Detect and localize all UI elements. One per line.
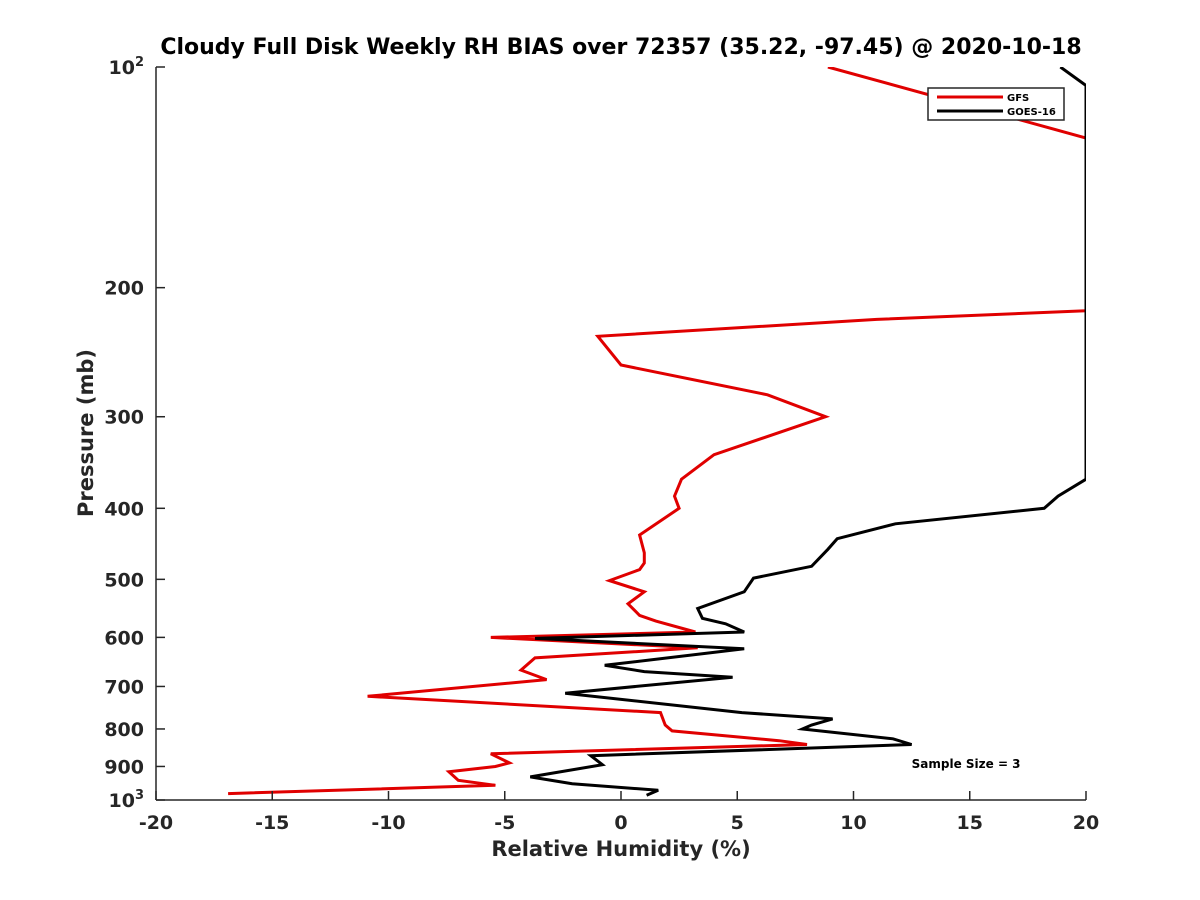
legend-label-gfs: GFS	[1007, 93, 1029, 104]
series-line-goes16	[530, 67, 1086, 797]
y-axis-label: Pressure (mb)	[74, 349, 98, 517]
x-tick-label: -10	[371, 812, 405, 834]
legend: GFS GOES-16	[927, 87, 1065, 121]
y-tick-label: 500	[104, 569, 144, 591]
x-tick-label: 10	[840, 812, 866, 834]
x-tick-label: 5	[731, 812, 744, 834]
series-group	[228, 67, 1086, 797]
y-tick-label: 800	[104, 719, 144, 741]
y-tick-label: 103	[109, 788, 145, 812]
y-tick-label: 600	[104, 627, 144, 649]
x-tick-label: -5	[494, 812, 515, 834]
y-tick-label: 102	[109, 55, 145, 79]
y-tick-label: 900	[104, 756, 144, 778]
legend-box	[927, 87, 1065, 121]
legend-label-goes16: GOES-16	[1007, 107, 1056, 118]
x-tick-label: 15	[957, 812, 983, 834]
y-ticks: 102 200 300 400 500 600 700 800 900 103	[104, 55, 165, 812]
x-axis-label: Relative Humidity (%)	[491, 837, 750, 861]
sample-size-annotation: Sample Size = 3	[912, 757, 1021, 771]
y-tick-label: 400	[104, 498, 144, 520]
x-tick-label: -15	[255, 812, 289, 834]
chart-title: Cloudy Full Disk Weekly RH BIAS over 723…	[160, 35, 1081, 60]
y-tick-label: 300	[104, 407, 144, 429]
y-tick-label: 200	[104, 278, 144, 300]
x-ticks: -20 -15 -10 -5 0 5 10 15 20	[139, 791, 1099, 834]
x-tick-label: 0	[614, 812, 627, 834]
x-tick-label: 20	[1073, 812, 1099, 834]
x-tick-label: -20	[139, 812, 173, 834]
y-tick-label: 700	[104, 676, 144, 698]
series-line-gfs	[228, 67, 1086, 796]
plot-area: -20 -15 -10 -5 0 5 10 15 20 102 200 300 400 500 600 70…	[104, 55, 1099, 834]
